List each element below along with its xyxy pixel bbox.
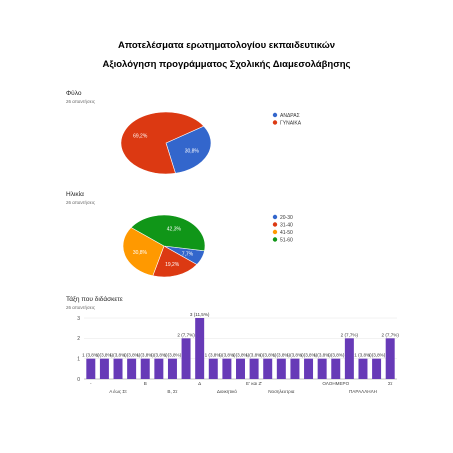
grade-data-label-4: 1 (3,8%) <box>137 353 155 358</box>
grade-bar-1 <box>99 358 109 379</box>
grade-data-label-13: 1 (3,8%) <box>259 353 277 358</box>
grade-bar-11 <box>236 358 245 379</box>
grade-chart-responses: 26 απαντήσεις <box>66 305 95 310</box>
grade-data-label-7: 2 (7,7%) <box>177 332 195 337</box>
grade-bar-16 <box>304 358 314 379</box>
grade-ytick-0: 0 <box>77 377 80 383</box>
grade-data-label-22: 2 (7,7%) <box>382 332 400 337</box>
grade-data-label-0: 1 (3,8%) <box>82 353 100 358</box>
age-slice-label-2: 30,8% <box>133 250 148 256</box>
grade-data-label-16: 1 (3,8%) <box>300 353 318 358</box>
grade-category-label-2: Α έως Στ <box>109 388 127 394</box>
grade-bar-19 <box>344 338 354 379</box>
grade-data-label-14: 1 (3,8%) <box>273 353 291 358</box>
grade-category-label-4: Β <box>144 381 147 386</box>
age-slice-label-0: 7,7% <box>182 251 194 257</box>
gender-slice-0 <box>165 125 212 174</box>
grade-bar-9 <box>208 358 218 379</box>
grade-data-label-11: 1 (3,8%) <box>232 353 250 358</box>
grade-bar-20 <box>358 358 368 379</box>
grade-category-label-6: Β, Στ <box>167 389 177 394</box>
grade-bar-14 <box>276 358 286 379</box>
report-title: Αποτελέσματα ερωτηματολογίου εκπαιδευτικ… <box>117 40 336 51</box>
grade-data-label-10: 1 (3,8%) <box>218 353 236 358</box>
grade-bar-8 <box>195 318 205 379</box>
grade-data-label-1: 1 (3,8%) <box>96 353 114 358</box>
grade-data-label-18: 1 (3,8%) <box>327 353 345 358</box>
age-legend-label-1: 31-40 <box>280 222 293 228</box>
age-legend-marker-1 <box>272 222 278 227</box>
grade-data-label-8: 3 (11,5%) <box>190 312 210 317</box>
grade-data-label-20: 1 (3,8%) <box>354 353 372 358</box>
grade-bar-17 <box>317 358 327 379</box>
gender-legend-label-0: ΑΝΔΡΑΣ <box>280 113 300 119</box>
age-legend-marker-0 <box>272 214 278 220</box>
grade-bar-4 <box>140 358 150 379</box>
grade-data-label-12: 1 (3,8%) <box>245 353 263 358</box>
grade-bar-22 <box>385 338 395 379</box>
grade-bar-15 <box>290 358 300 379</box>
gender-legend-label-1: ΓΥΝΑΙΚΑ <box>280 120 302 126</box>
grade-ytick-1: 1 <box>77 356 80 362</box>
grade-data-label-2: 1 (3,8%) <box>109 353 127 358</box>
grade-ytick-3: 3 <box>77 316 80 322</box>
grade-category-label-20: ΠΑΡΑΛΛΗΛΗ <box>349 389 377 394</box>
grade-bar-3 <box>127 358 137 379</box>
gender-chart-responses: 26 απαντήσεις <box>66 99 95 104</box>
report-subtitle: Αξιολόγηση προγράμματος Σχολικής Διαμεσο… <box>102 59 351 70</box>
grade-bar-13 <box>263 358 273 379</box>
age-legend-marker-2 <box>272 229 278 235</box>
gender-slice-label-0: 30,8% <box>185 148 200 154</box>
gender-slice-1 <box>120 111 205 175</box>
age-slice-label-1: 19,2% <box>165 262 180 268</box>
grade-category-label-14: Νοσηλευτρια <box>268 389 295 394</box>
grade-bar-2 <box>113 358 123 379</box>
grade-bar-5 <box>154 358 164 379</box>
age-slice-2 <box>122 227 165 277</box>
age-legend-label-3: 51-60 <box>280 237 293 243</box>
grade-data-label-9: 1 (3,8%) <box>205 353 223 358</box>
grade-bar-6 <box>167 358 177 379</box>
age-chart-responses: 26 απαντήσεις <box>66 200 95 205</box>
grade-data-label-5: 1 (3,8%) <box>150 353 168 358</box>
grade-bar-21 <box>372 358 382 379</box>
gender-legend-marker-0 <box>272 112 278 118</box>
grade-category-label-8: Δ <box>198 381 201 386</box>
age-legend-marker-3 <box>272 237 278 242</box>
grade-category-label-10: Διοικητικό <box>217 388 238 394</box>
grade-chart-title: Τάξη που διδάσκετε <box>66 296 123 303</box>
grade-data-label-17: 1 (3,8%) <box>313 353 331 358</box>
grade-bar-18 <box>331 358 341 379</box>
grade-ytick-2: 2 <box>77 336 80 342</box>
grade-category-label-0: - <box>90 381 92 386</box>
grade-data-label-3: 1 (3,8%) <box>123 353 141 358</box>
grade-data-label-15: 1 (3,8%) <box>286 353 304 358</box>
grade-bar-10 <box>222 358 232 379</box>
grade-category-label-22: Στ <box>388 381 393 386</box>
grade-bar-12 <box>249 358 259 379</box>
grade-bar-7 <box>181 338 191 379</box>
age-legend-label-0: 20-30 <box>280 215 293 221</box>
grade-category-label-18: ΟΛΟΗΜΕΡΟ <box>322 381 349 386</box>
grade-bar-0 <box>86 358 96 379</box>
grade-data-label-21: 1 (3,8%) <box>368 353 386 358</box>
gender-slice-label-1: 69,2% <box>133 134 148 140</box>
age-legend-label-2: 41-50 <box>280 230 293 236</box>
grade-category-label-12: Ε' και Ζ' <box>246 381 262 386</box>
age-slice-3 <box>130 214 206 252</box>
age-slice-label-3: 42,3% <box>167 226 182 232</box>
age-slice-1 <box>152 245 198 278</box>
grade-data-label-19: 2 (7,7%) <box>341 332 359 337</box>
gender-chart-title: Φύλο <box>66 90 82 97</box>
age-chart-title: Ηλικία <box>66 191 84 198</box>
gender-legend-marker-1 <box>272 120 278 125</box>
grade-data-label-6: 1 (3,8%) <box>164 353 182 358</box>
